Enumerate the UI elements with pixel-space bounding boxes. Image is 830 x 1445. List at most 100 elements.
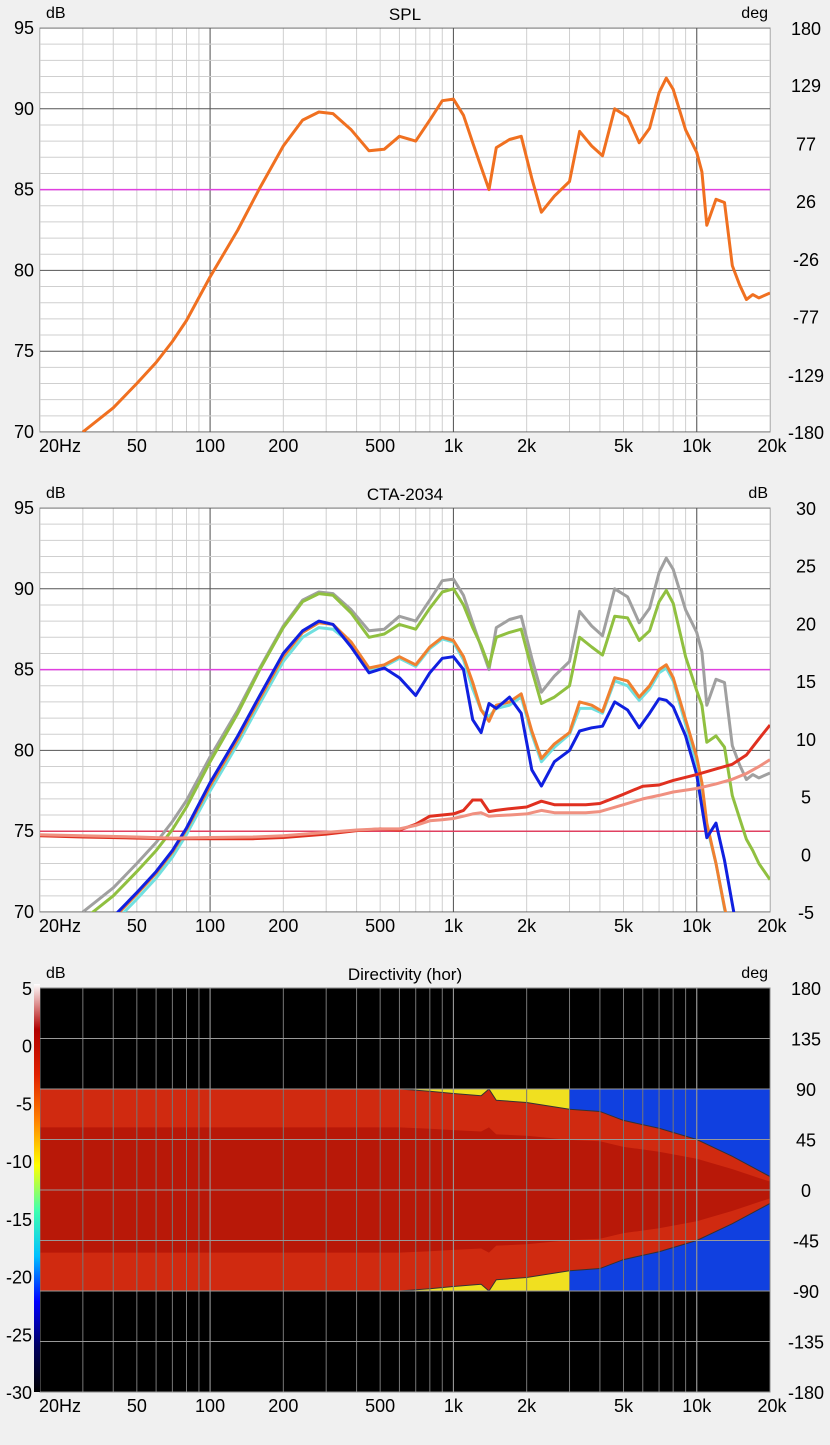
y2-tick-label: 180 <box>791 19 821 39</box>
y2-tick-label: 25 <box>796 557 816 577</box>
chart-title: Directivity (hor) <box>348 965 462 984</box>
y2-tick-label: -5 <box>798 903 814 923</box>
x-tick-label: 500 <box>365 436 395 456</box>
x-tick-label: 20Hz <box>39 1396 81 1416</box>
x-tick-label: 1k <box>444 1396 464 1416</box>
y2-tick-label: 30 <box>796 499 816 519</box>
y2-tick-label: 26 <box>796 192 816 212</box>
y-tick-label: 90 <box>14 579 34 599</box>
plot-content <box>40 988 770 1392</box>
series-line-0 <box>81 76 770 432</box>
x-tick-label: 500 <box>365 916 395 936</box>
x-tick-label: 5k <box>614 916 634 936</box>
y-tick-label: 80 <box>14 740 34 760</box>
x-tick-label: 50 <box>127 916 147 936</box>
x-tick-label: 500 <box>365 1396 395 1416</box>
y2-tick-label: 129 <box>791 76 821 96</box>
x-tick-label: 1k <box>444 916 464 936</box>
y2-tick-label: 45 <box>796 1131 816 1151</box>
y2-tick-label: 15 <box>796 672 816 692</box>
plot-content <box>40 508 770 912</box>
plot-content <box>40 28 770 432</box>
x-tick-label: 5k <box>614 1396 634 1416</box>
series-line-5 <box>40 724 770 841</box>
colorbar-tick-label: -25 <box>6 1325 32 1345</box>
y-tick-label: 75 <box>14 821 34 841</box>
colorbar-tick-label: 5 <box>22 979 32 999</box>
series-line-6 <box>40 758 770 840</box>
y-tick-label: 95 <box>14 18 34 38</box>
colorbar-tick-label: -15 <box>6 1210 32 1230</box>
y-tick-label: 80 <box>14 260 34 280</box>
colorbar-tick-label: -30 <box>6 1383 32 1403</box>
x-tick-label: 20Hz <box>39 916 81 936</box>
y2-tick-label: -135 <box>788 1333 824 1353</box>
y2-tick-label: -129 <box>788 366 824 386</box>
x-tick-label: 20k <box>757 1396 787 1416</box>
y2-tick-label: -180 <box>788 423 824 443</box>
plot-area <box>39 27 771 433</box>
colorbar-tick-label: -5 <box>16 1094 32 1114</box>
x-tick-label: 2k <box>517 1396 537 1416</box>
x-tick-label: 1k <box>444 436 464 456</box>
x-tick-label: 20Hz <box>39 436 81 456</box>
x-tick-label: 50 <box>127 436 147 456</box>
series-line-3 <box>117 621 728 912</box>
spl-chart: SPL dB deg 20Hz 50 100 200 500 1k 2k 5k 10k 20k 70 75 8… <box>14 5 824 456</box>
y2-tick-label: -90 <box>793 1282 819 1302</box>
y-axis-label: dB <box>46 965 66 982</box>
x-tick-label: 100 <box>195 436 225 456</box>
x-tick-label: 2k <box>517 916 537 936</box>
x-tick-label: 20k <box>757 436 787 456</box>
x-tick-label: 5k <box>614 436 634 456</box>
y2-axis-label: dB <box>748 485 768 502</box>
y2-tick-label: 20 <box>796 614 816 634</box>
y2-tick-label: 0 <box>801 845 811 865</box>
y-tick-label: 95 <box>14 498 34 518</box>
x-tick-label: 2k <box>517 436 537 456</box>
x-tick-label: 10k <box>682 1396 712 1416</box>
y2-tick-label: -180 <box>788 1383 824 1403</box>
x-tick-label: 200 <box>268 1396 298 1416</box>
series-line-4 <box>115 619 736 912</box>
x-tick-label: 200 <box>268 436 298 456</box>
y2-tick-label: 180 <box>791 979 821 999</box>
y-tick-label: 85 <box>14 180 34 200</box>
y2-tick-label: -45 <box>793 1232 819 1252</box>
x-tick-label: 50 <box>127 1396 147 1416</box>
y2-tick-label: 10 <box>796 730 816 750</box>
y2-tick-label: -26 <box>793 250 819 270</box>
x-tick-label: 10k <box>682 436 712 456</box>
colorbar-tick-label: 0 <box>22 1037 32 1057</box>
y2-tick-label: 77 <box>796 135 816 155</box>
y2-axis-label: deg <box>741 965 768 982</box>
x-tick-label: 200 <box>268 916 298 936</box>
y2-tick-label: 0 <box>801 1181 811 1201</box>
y-tick-label: 75 <box>14 341 34 361</box>
colorbar-tick-label: -20 <box>6 1268 32 1288</box>
colorbar-tick-label: -10 <box>6 1152 32 1172</box>
y-tick-label: 85 <box>14 660 34 680</box>
y-tick-label: 70 <box>14 422 34 442</box>
y-tick-label: 70 <box>14 902 34 922</box>
y2-tick-label: 90 <box>796 1080 816 1100</box>
x-tick-label: 10k <box>682 916 712 936</box>
y-axis-label: dB <box>46 5 66 22</box>
chart-title: SPL <box>389 5 421 24</box>
y2-tick-label: 5 <box>801 788 811 808</box>
series-line-1 <box>90 587 770 912</box>
chart-title: CTA-2034 <box>367 485 443 504</box>
x-tick-label: 20k <box>757 916 787 936</box>
y2-axis-label: deg <box>741 5 768 22</box>
colorbar <box>34 984 40 1392</box>
y2-tick-label: 135 <box>791 1030 821 1050</box>
y-tick-label: 90 <box>14 99 34 119</box>
y2-tick-label: -77 <box>793 307 819 327</box>
x-tick-label: 100 <box>195 916 225 936</box>
y-axis-label: dB <box>46 485 66 502</box>
x-tick-label: 100 <box>195 1396 225 1416</box>
